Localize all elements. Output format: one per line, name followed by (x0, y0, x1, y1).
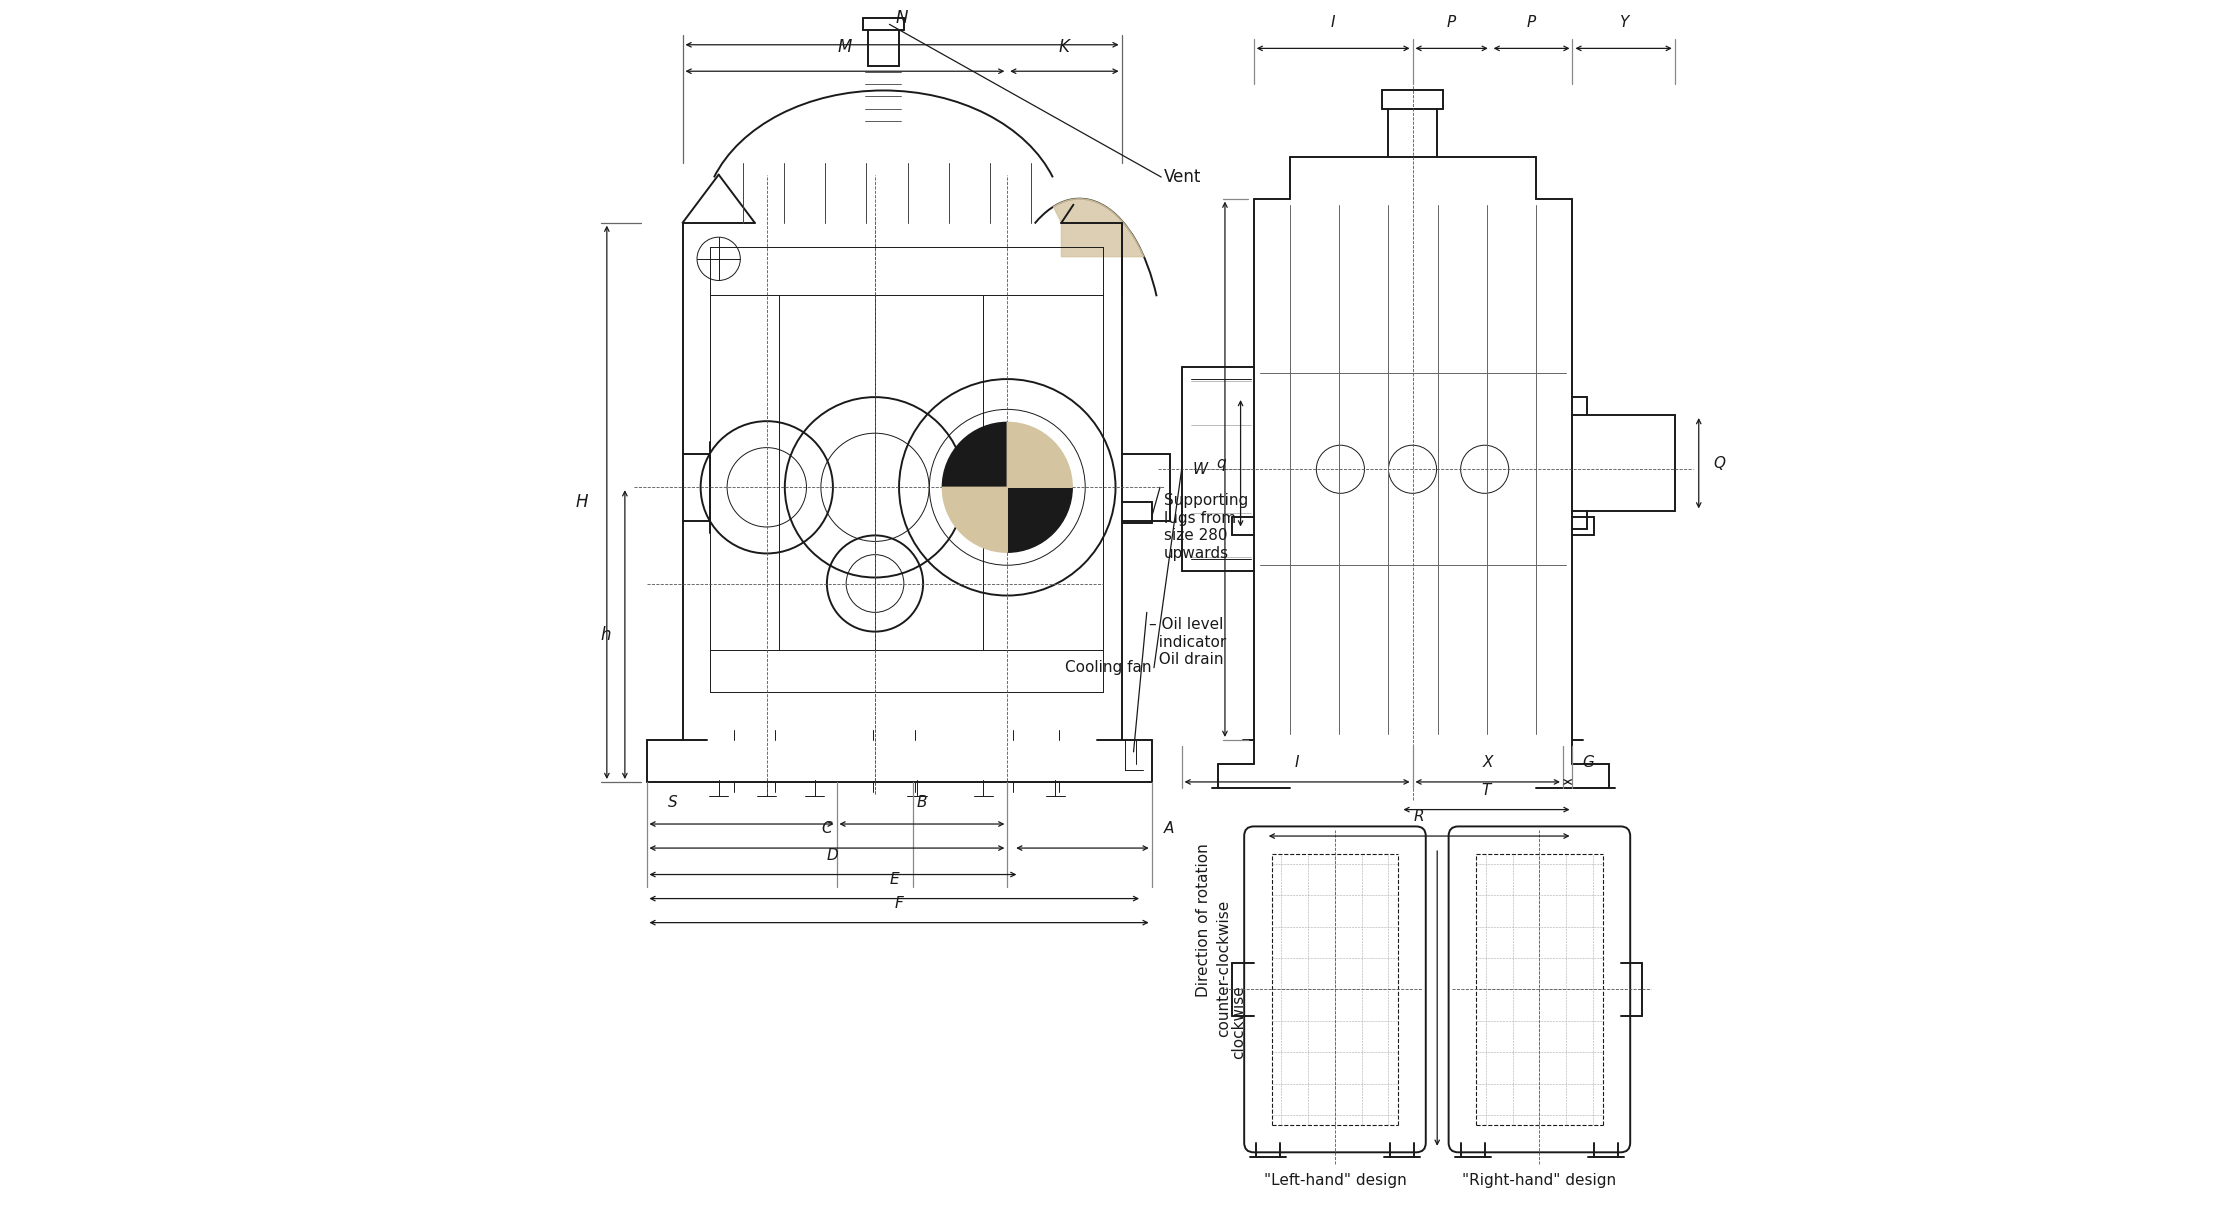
Text: H: H (575, 494, 588, 512)
Text: counter-clockwise: counter-clockwise (1216, 900, 1232, 1037)
Wedge shape (943, 488, 1007, 552)
Text: P: P (1527, 16, 1536, 30)
Text: clockwise: clockwise (1232, 986, 1245, 1059)
Text: R: R (1414, 809, 1425, 824)
Text: Supporting
lugs from
size 280
upwards: Supporting lugs from size 280 upwards (1163, 494, 1247, 560)
Text: B: B (916, 795, 928, 809)
Polygon shape (1054, 199, 1145, 257)
Text: – Oil level
  indicator
  Oil drain: – Oil level indicator Oil drain (1149, 617, 1227, 667)
Text: T: T (1482, 782, 1491, 798)
Text: A: A (1163, 821, 1174, 836)
Text: "Right-hand" design: "Right-hand" design (1462, 1173, 1615, 1188)
Text: q: q (1216, 456, 1227, 471)
Text: K: K (1058, 38, 1070, 56)
Text: M: M (839, 38, 852, 56)
Text: Direction of rotation: Direction of rotation (1196, 843, 1212, 997)
Wedge shape (1007, 488, 1072, 552)
Text: G: G (1582, 754, 1593, 770)
Text: I: I (1331, 16, 1336, 30)
Text: S: S (668, 795, 677, 809)
Text: F: F (894, 895, 903, 911)
Text: Q: Q (1713, 456, 1724, 471)
Wedge shape (1007, 422, 1072, 488)
Text: E: E (890, 872, 899, 887)
Text: N: N (896, 8, 908, 27)
Text: X: X (1482, 754, 1493, 770)
Text: P: P (1447, 16, 1456, 30)
Text: W: W (1194, 462, 1207, 477)
Wedge shape (943, 422, 1007, 488)
Text: Y: Y (1620, 16, 1629, 30)
Text: h: h (599, 626, 610, 644)
Text: C: C (821, 821, 832, 836)
Text: "Left-hand" design: "Left-hand" design (1263, 1173, 1407, 1188)
Text: I: I (1296, 754, 1300, 770)
Text: D: D (828, 848, 839, 862)
Text: Cooling fan: Cooling fan (1065, 660, 1152, 676)
Text: Vent: Vent (1163, 169, 1200, 186)
